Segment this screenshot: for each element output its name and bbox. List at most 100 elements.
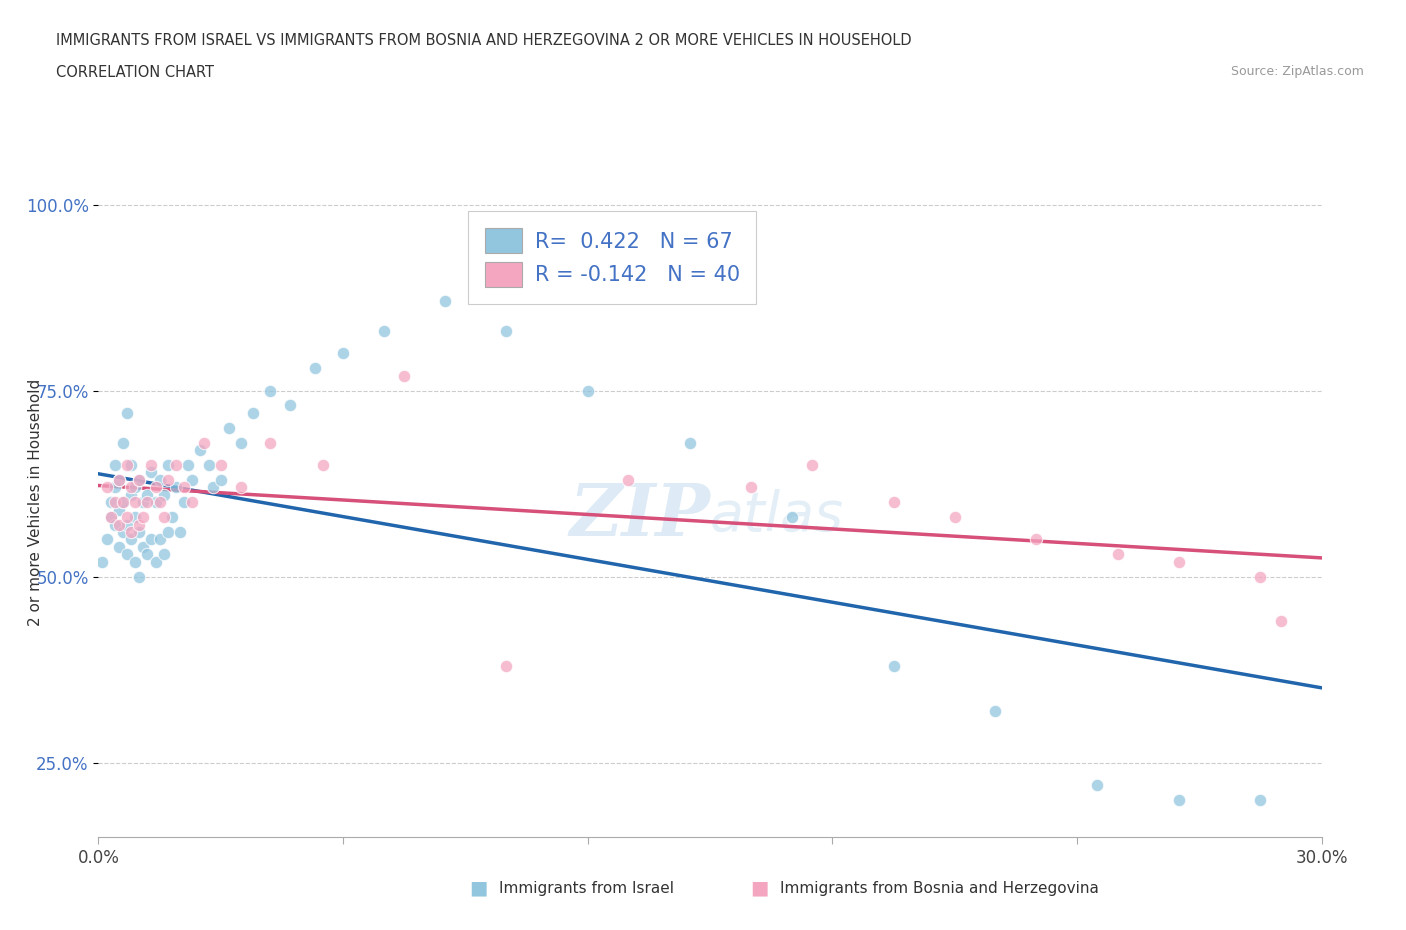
Point (242, 405, 264, 420)
Point (801, 458, 824, 472)
Point (169, 525, 191, 539)
Point (173, 480, 195, 495)
Point (108, 517, 131, 532)
Point (617, 472, 640, 487)
Point (1167, 792, 1189, 807)
Point (111, 495, 134, 510)
Point (104, 495, 127, 510)
Point (111, 495, 134, 510)
Text: IMMIGRANTS FROM ISRAEL VS IMMIGRANTS FROM BOSNIA AND HERZEGOVINA 2 OR MORE VEHIC: IMMIGRANTS FROM ISRAEL VS IMMIGRANTS FRO… (56, 33, 912, 47)
Point (120, 487, 142, 502)
Point (115, 517, 138, 532)
Text: ■: ■ (468, 879, 488, 897)
Text: CORRELATION CHART: CORRELATION CHART (56, 65, 214, 80)
Point (1249, 569, 1271, 584)
Point (304, 361, 326, 376)
Legend: R=  0.422   N = 67, R = -0.142   N = 40: R= 0.422 N = 67, R = -0.142 N = 40 (468, 211, 756, 304)
Point (141, 465, 163, 480)
Point (132, 539, 155, 554)
Point (149, 495, 172, 510)
Point (231, 480, 253, 495)
Point (156, 458, 179, 472)
Point (141, 532, 163, 547)
Point (128, 525, 150, 539)
Point (145, 495, 167, 510)
Point (495, 658, 517, 673)
Point (111, 525, 134, 539)
Point (152, 487, 174, 502)
Text: 2 or more Vehicles in Household: 2 or more Vehicles in Household (28, 379, 42, 626)
Point (96, 480, 118, 495)
Point (259, 435, 281, 450)
Point (120, 480, 142, 495)
Point (434, 294, 457, 309)
Point (943, 510, 966, 525)
Point (124, 480, 146, 495)
Point (152, 510, 174, 525)
Point (128, 472, 150, 487)
Point (1085, 777, 1108, 792)
Point (96, 532, 118, 547)
Point (231, 435, 253, 450)
Point (128, 569, 150, 584)
Point (160, 510, 183, 525)
Point (104, 458, 127, 472)
Point (115, 458, 138, 472)
Point (100, 510, 122, 525)
Point (141, 458, 163, 472)
Point (91, 554, 114, 569)
Point (156, 472, 179, 487)
Point (145, 554, 167, 569)
Point (149, 532, 172, 547)
Point (108, 472, 131, 487)
Point (145, 480, 167, 495)
Point (332, 346, 354, 361)
Point (740, 480, 762, 495)
Point (132, 495, 155, 510)
Point (1107, 547, 1129, 562)
Point (152, 547, 174, 562)
Point (209, 458, 232, 472)
Point (149, 472, 172, 487)
Point (120, 458, 142, 472)
Point (136, 495, 159, 510)
Point (165, 458, 187, 472)
Point (165, 480, 187, 495)
Point (128, 472, 150, 487)
Point (108, 472, 131, 487)
Point (193, 435, 215, 450)
Point (181, 495, 204, 510)
Point (115, 405, 138, 420)
Point (108, 539, 131, 554)
Point (173, 495, 195, 510)
Point (181, 472, 204, 487)
Text: Immigrants from Israel: Immigrants from Israel (499, 881, 673, 896)
Point (136, 547, 159, 562)
Point (136, 487, 159, 502)
Point (120, 525, 142, 539)
Point (115, 547, 138, 562)
Text: ■: ■ (749, 879, 769, 897)
Point (104, 517, 127, 532)
Point (392, 368, 416, 383)
Point (1249, 792, 1271, 807)
Point (100, 510, 122, 525)
Text: atlas: atlas (710, 489, 844, 542)
Point (278, 398, 301, 413)
Point (1270, 614, 1292, 629)
Point (679, 435, 702, 450)
Point (132, 510, 155, 525)
Point (1167, 554, 1189, 569)
Point (188, 443, 212, 458)
Point (156, 525, 179, 539)
Point (128, 517, 150, 532)
Point (104, 480, 127, 495)
Point (883, 658, 905, 673)
Point (576, 383, 599, 398)
Point (124, 554, 146, 569)
Point (115, 510, 138, 525)
Point (177, 458, 200, 472)
Point (209, 472, 232, 487)
Point (883, 495, 905, 510)
Point (201, 480, 224, 495)
